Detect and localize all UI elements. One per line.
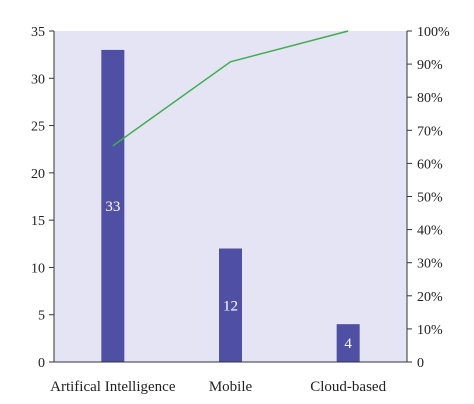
y2-tick-label: 10% — [417, 323, 443, 338]
y2-tick-label: 50% — [417, 191, 443, 206]
y-tick-label: 15 — [31, 214, 45, 229]
y2-tick-label: 70% — [417, 124, 443, 139]
y-tick-label: 20 — [31, 167, 45, 182]
y-tick-label: 35 — [31, 25, 45, 40]
left-y-ticks: 0 5 10 15 20 25 30 35 — [31, 25, 54, 371]
y-tick-label: 25 — [31, 120, 45, 135]
bar — [336, 324, 360, 362]
y2-tick-label: 80% — [417, 91, 443, 106]
y2-tick-label: 40% — [417, 224, 443, 239]
bar — [101, 49, 125, 363]
bars-group — [101, 49, 360, 363]
x-category-label: Artifical Intelligence — [50, 379, 176, 395]
x-category-label: Mobile — [209, 379, 253, 395]
y2-tick-label: 100% — [417, 25, 450, 40]
y-tick-label: 30 — [31, 72, 45, 87]
y2-tick-label: 60% — [417, 157, 443, 172]
bar-data-label: 4 — [344, 336, 352, 352]
bar-data-label: 12 — [223, 298, 238, 314]
y2-tick-label: 0 — [417, 356, 424, 371]
y-tick-label: 0 — [38, 356, 45, 371]
x-category-labels: Artifical Intelligence Mobile Cloud-based — [50, 379, 386, 395]
y2-tick-label: 90% — [417, 58, 443, 73]
y-tick-label: 10 — [31, 261, 45, 276]
x-category-label: Cloud-based — [310, 379, 386, 395]
y2-tick-label: 30% — [417, 257, 443, 272]
right-y-ticks: 0 10% 20% 30% 40% 50% 60% 70% 80% 90% 100% — [407, 25, 450, 371]
cumulative-percent-line — [112, 30, 349, 147]
data-labels-group: 33 12 4 — [105, 199, 352, 352]
bar-data-label: 33 — [105, 199, 120, 215]
y-tick-label: 5 — [38, 309, 45, 324]
bar — [219, 248, 242, 362]
y2-tick-label: 20% — [417, 290, 443, 305]
